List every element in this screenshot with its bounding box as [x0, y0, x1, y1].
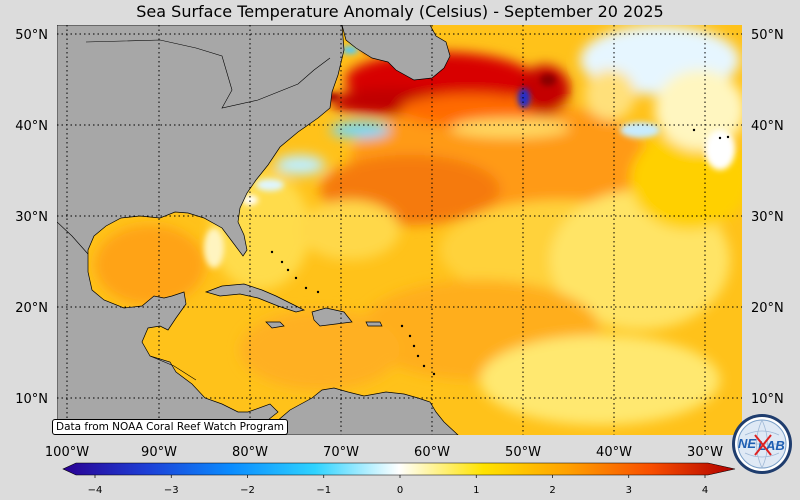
puerto-rico-island: [365, 321, 383, 327]
longitude-tick-label: 70°W: [323, 445, 359, 460]
longitude-tick-label: 30°W: [687, 445, 723, 460]
colorbar-tick-label: 2: [549, 485, 555, 496]
colorbar-ticks: −4 −3 −2 −1 0 1 2 3 4: [88, 475, 708, 496]
colorbar-gradient: [62, 462, 736, 476]
data-source-note: Data from NOAA Coral Reef Watch Program: [52, 419, 288, 435]
us-canada-border-line: [85, 39, 331, 109]
land-masses: [57, 25, 459, 435]
colorbar-tick-label: 3: [626, 485, 632, 496]
latitude-labels-left: 50°N 40°N 30°N 20°N 10°N: [15, 28, 48, 407]
latitude-tick-label: 50°N: [751, 28, 784, 43]
longitude-tick-label: 90°W: [141, 445, 177, 460]
caribbean-islands: [270, 128, 730, 376]
colorbar-tick-label: −1: [316, 485, 331, 496]
colorbar-tick-label: 1: [473, 485, 479, 496]
latitude-tick-label: 10°N: [15, 392, 48, 407]
jamaica-island: [265, 321, 285, 329]
map-panel: [57, 25, 742, 435]
latitude-tick-label: 50°N: [15, 28, 48, 43]
longitude-tick-label: 60°W: [414, 445, 450, 460]
graticule: [57, 25, 742, 435]
cuba-island: [204, 283, 306, 313]
longitude-tick-label: 100°W: [45, 445, 89, 460]
longitude-tick-label: 80°W: [232, 445, 268, 460]
colorbar-tick-label: 4: [702, 485, 708, 496]
latitude-tick-label: 40°N: [15, 119, 48, 134]
logo-text-top: NE: [738, 436, 756, 451]
colorbar-tick-label: −4: [88, 485, 103, 496]
longitude-labels: 100°W 90°W 80°W 70°W 60°W 50°W 40°W 30°W: [45, 445, 723, 460]
latitude-tick-label: 10°N: [751, 392, 784, 407]
political-borders: [57, 39, 331, 381]
latitude-labels-right: 50°N 40°N 30°N 20°N 10°N: [751, 28, 784, 407]
latitude-tick-label: 20°N: [751, 301, 784, 316]
map-title: Sea Surface Temperature Anomaly (Celsius…: [136, 2, 664, 21]
longitude-tick-label: 40°W: [596, 445, 632, 460]
latitude-tick-label: 30°N: [15, 210, 48, 225]
latitude-tick-label: 30°N: [751, 210, 784, 225]
canada-maritimes-land: [341, 25, 451, 81]
colorbar-tick-label: −3: [164, 485, 179, 496]
colorbar-tick-label: 0: [397, 485, 403, 496]
north-america-land: [57, 25, 345, 435]
south-america-land: [269, 387, 459, 435]
us-mexico-border-line: [57, 221, 89, 255]
latitude-tick-label: 20°N: [15, 301, 48, 316]
anomaly-patches: [57, 25, 742, 425]
longitude-tick-label: 50°W: [505, 445, 541, 460]
central-america-border-line: [149, 355, 197, 381]
latitude-tick-label: 40°N: [751, 119, 784, 134]
nexlab-globe-logo: NE LAB: [732, 414, 792, 474]
hispaniola-island: [311, 307, 353, 327]
colorbar-tick-label: −2: [240, 485, 255, 496]
colorbar: −4 −3 −2 −1 0 1 2 3 4: [62, 462, 736, 496]
